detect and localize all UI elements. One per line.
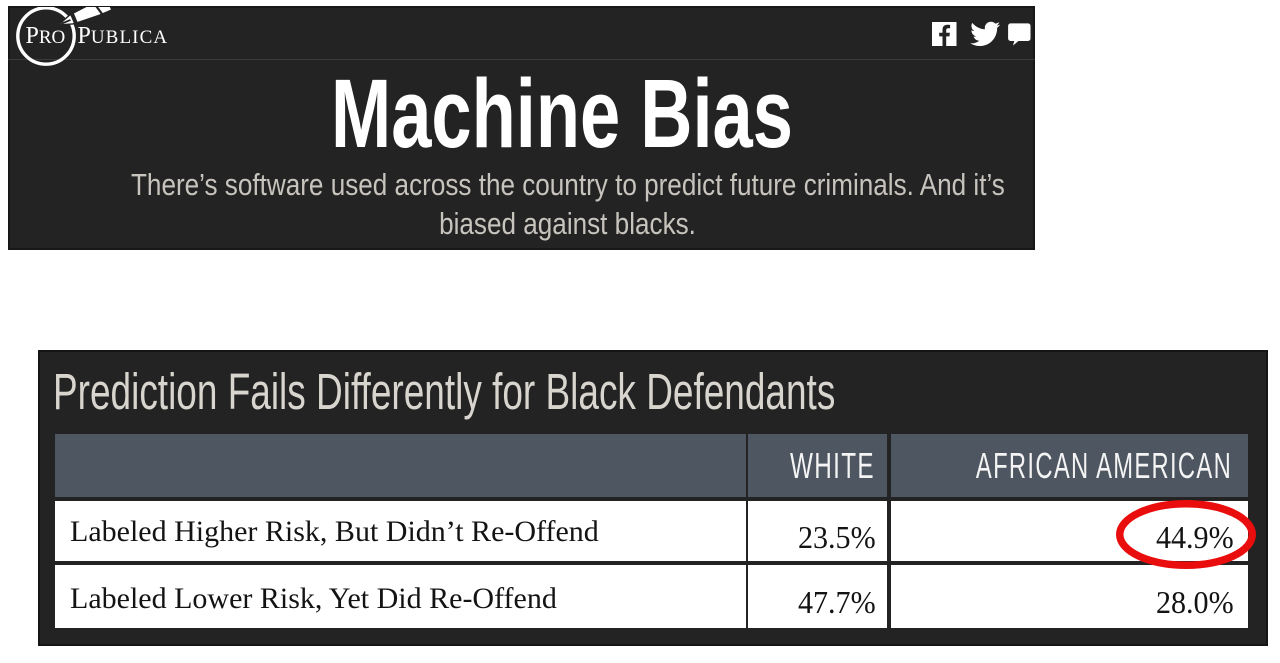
svg-text:PUBLICA: PUBLICA [78,23,169,49]
svg-text:PRO: PRO [26,23,66,49]
